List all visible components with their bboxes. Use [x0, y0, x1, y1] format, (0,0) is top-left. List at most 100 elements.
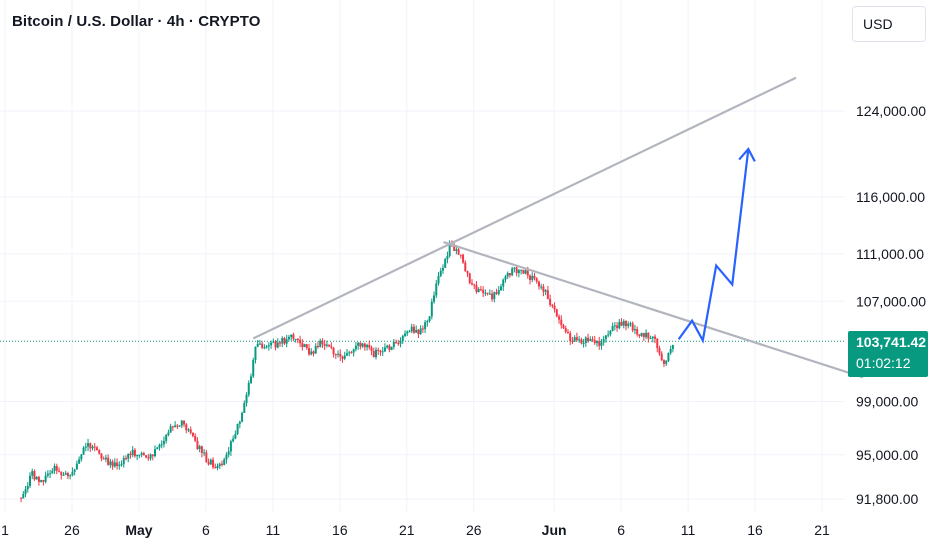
x-tick-label: 26 — [64, 522, 80, 538]
candle-body — [491, 293, 494, 300]
candle-body — [209, 459, 212, 465]
y-tick-label: 124,000.00 — [856, 103, 926, 119]
candle-body — [151, 454, 154, 457]
candle-body — [308, 348, 311, 355]
candle-body — [111, 461, 114, 467]
candle-body — [569, 333, 572, 342]
candle-body — [506, 273, 509, 277]
trendlines[interactable] — [253, 77, 864, 379]
candle-body — [174, 425, 177, 428]
candle-body — [71, 471, 74, 476]
candle-body — [42, 480, 45, 482]
candle-body — [234, 433, 237, 439]
candle-body — [368, 344, 371, 348]
candle-body — [187, 429, 190, 431]
candle-body — [330, 346, 333, 348]
candle-body — [321, 340, 324, 345]
candle-body — [216, 465, 219, 469]
candle-body — [305, 344, 308, 349]
candle-body — [361, 343, 364, 347]
currency-button[interactable]: USD — [852, 6, 926, 42]
candle-body — [162, 440, 165, 445]
candle-body — [560, 319, 563, 326]
candle-body — [504, 276, 507, 280]
candle-body — [370, 347, 373, 352]
projection-arrow[interactable] — [677, 147, 756, 344]
candle-body — [167, 432, 170, 435]
candle-body — [357, 342, 360, 346]
candle-body — [60, 471, 63, 476]
candle-body — [645, 332, 648, 338]
candle-body — [477, 289, 480, 292]
candle-body — [328, 344, 331, 347]
candle-body — [299, 339, 302, 344]
candle-body — [180, 420, 183, 426]
candle-body — [520, 269, 523, 271]
candle-body — [142, 453, 145, 456]
candle-body — [464, 262, 467, 272]
candle-body — [252, 359, 255, 377]
candles — [20, 240, 674, 503]
candle-body — [439, 270, 442, 276]
candle-body — [620, 321, 623, 326]
candle-body — [524, 270, 527, 274]
x-tick-label: 21 — [814, 522, 830, 538]
candle-body — [479, 289, 482, 291]
candle-body — [229, 441, 232, 452]
candle-body — [191, 432, 194, 436]
x-axis[interactable]: 1 26 May 6 11 16 21 26 Jun 6 11 16 21 — [1, 522, 830, 538]
candle-body — [401, 335, 404, 342]
candle-body — [493, 292, 496, 300]
candle-body — [287, 336, 290, 340]
candle-body — [430, 301, 433, 317]
candle-body — [127, 453, 130, 459]
candle-body — [573, 337, 576, 342]
candle-body — [265, 346, 268, 348]
candle-body — [69, 475, 72, 477]
candle-body — [223, 459, 226, 465]
candle-body — [441, 267, 444, 271]
candle-body — [433, 295, 436, 302]
candle-body — [178, 425, 181, 427]
candle-body — [584, 337, 587, 343]
candle-body — [421, 328, 424, 330]
candle-body — [75, 463, 78, 470]
candle-body — [212, 459, 215, 468]
candle-body — [404, 333, 407, 336]
candle-body — [419, 328, 422, 335]
candle-body — [245, 394, 248, 404]
candle-body — [488, 293, 491, 295]
candle-body — [595, 341, 598, 344]
candle-body — [484, 292, 487, 294]
candle-body — [133, 449, 136, 457]
candle-body — [388, 345, 391, 350]
candle-body — [607, 334, 610, 336]
candle-body — [84, 446, 87, 448]
candle-body — [636, 329, 639, 335]
candle-body — [406, 331, 409, 334]
candle-body — [276, 342, 279, 348]
candle-body — [46, 473, 49, 476]
candle-body — [171, 426, 174, 428]
candle-body — [647, 332, 650, 339]
candle-body — [517, 270, 520, 274]
candle-body — [203, 452, 206, 454]
y-axis[interactable]: 91,800.00 95,000.00 99,000.00 107,000.00 111… — [856, 103, 926, 507]
candle-body — [571, 341, 574, 343]
candle-body — [446, 255, 449, 260]
candle-body — [395, 342, 398, 344]
x-tick-label: 21 — [399, 522, 415, 538]
candle-body — [254, 346, 257, 360]
candle-body — [658, 348, 661, 354]
y-tick-label: 99,000.00 — [856, 394, 918, 410]
candle-body — [149, 454, 152, 459]
candle-body — [522, 269, 525, 274]
candle-body — [551, 304, 554, 306]
candle-body — [602, 339, 605, 343]
candle-body — [377, 349, 380, 351]
candle-body — [58, 470, 61, 472]
x-tick-label: 16 — [332, 522, 348, 538]
candle-body — [417, 329, 420, 335]
candle-body — [102, 458, 105, 460]
